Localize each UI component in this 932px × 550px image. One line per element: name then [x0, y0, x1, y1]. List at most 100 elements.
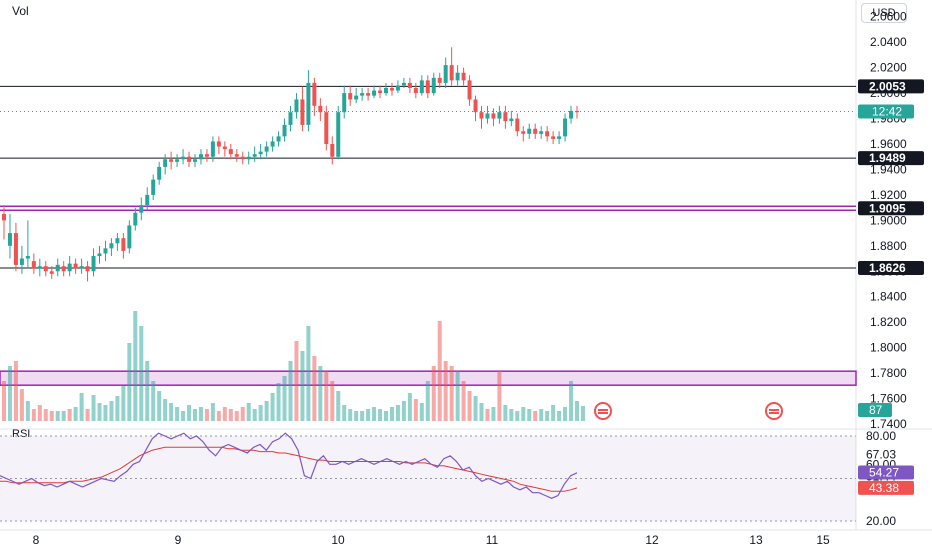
volume-indicator-label: Vol	[12, 4, 29, 18]
time-tick-label: 8	[33, 533, 40, 547]
candle-body	[330, 144, 335, 157]
candle-body	[401, 82, 406, 86]
candle-body	[425, 80, 430, 94]
candle-body	[73, 263, 78, 269]
volume-bar	[133, 311, 138, 421]
price-tick-label: 1.7800	[870, 366, 907, 380]
candle-body	[437, 77, 442, 83]
volume-bar	[193, 409, 197, 421]
candle-body	[449, 65, 454, 81]
candle-body	[169, 159, 174, 162]
candle-body	[515, 118, 520, 132]
candle-body	[431, 77, 436, 94]
level-badge-text: 1.9489	[869, 151, 906, 165]
candle-body	[575, 110, 579, 113]
candle-body	[234, 154, 239, 157]
price-tick-label: 1.8000	[870, 341, 907, 355]
candle-body	[485, 113, 490, 119]
volume-bar	[413, 399, 418, 421]
time-tick-label: 15	[816, 533, 830, 547]
volume-bar	[115, 396, 120, 421]
level-badge	[858, 151, 924, 166]
candle-body	[97, 253, 102, 256]
volume-bar	[539, 409, 544, 421]
candle-body	[527, 128, 532, 134]
candle-body	[533, 128, 538, 134]
candle-body	[25, 256, 30, 259]
volume-bar	[234, 411, 239, 421]
candle-body	[115, 238, 120, 244]
candle-body	[366, 93, 371, 96]
volume-bar	[252, 409, 257, 421]
volume-bar	[288, 361, 293, 421]
candle-body	[336, 112, 341, 157]
volume-bar	[198, 407, 203, 421]
candle-body	[461, 72, 466, 81]
candle-body	[563, 118, 568, 137]
volume-bar	[276, 383, 281, 421]
volume-bar	[354, 411, 359, 421]
volume-bar	[175, 407, 180, 421]
volume-bar	[222, 407, 227, 421]
volume-bar	[521, 407, 526, 421]
volume-bar	[449, 366, 454, 421]
volume-bar	[533, 411, 538, 421]
volume-bar	[270, 393, 275, 421]
volume-bar	[67, 409, 72, 421]
volume-bar	[407, 393, 412, 421]
volume-bar	[31, 409, 36, 421]
candle-body	[109, 243, 114, 249]
volume-bar	[145, 361, 150, 421]
rsi-badge	[858, 480, 914, 495]
volume-bar	[545, 411, 550, 421]
candle-body	[551, 136, 556, 139]
price-tick-label: 2.0200	[870, 61, 907, 75]
candle-body	[85, 266, 90, 272]
volume-bar	[419, 403, 424, 421]
candle-body	[55, 264, 60, 272]
candle-body	[270, 141, 275, 147]
candle-body	[2, 214, 6, 221]
currency-button[interactable]: USD	[861, 3, 907, 23]
candle-body	[389, 88, 394, 91]
volume-bar	[461, 381, 466, 421]
volume-bar	[479, 403, 484, 421]
candle-body	[127, 225, 132, 249]
volume-bar	[527, 409, 532, 421]
volume-bar	[79, 393, 84, 421]
volume-bar	[204, 409, 209, 421]
candle-body	[13, 233, 18, 265]
volume-bar	[395, 405, 400, 421]
volume-bar	[336, 391, 341, 421]
volume-bar	[49, 411, 54, 421]
volume-bar	[187, 405, 192, 421]
candle-body	[264, 146, 269, 152]
volume-bar	[378, 409, 383, 421]
candle-body	[521, 131, 526, 134]
candle-body	[509, 118, 514, 122]
volume-bar	[109, 401, 114, 421]
rsi-ma-line	[0, 446, 578, 492]
candle-body	[300, 99, 305, 125]
volume-bar	[91, 395, 96, 421]
rsi-badge-text: 43.38	[869, 481, 899, 495]
volume-bar	[73, 407, 78, 421]
candle-body	[121, 238, 126, 251]
volume-bar	[431, 366, 436, 421]
price-tick-label: 2.0400	[870, 35, 907, 49]
volume-bar	[294, 341, 299, 421]
volume-bar	[569, 381, 574, 421]
price-tick-label: 1.9200	[870, 188, 907, 202]
candle-body	[491, 113, 496, 119]
volume-bar	[425, 381, 430, 421]
candle-body	[306, 82, 311, 125]
candle-body	[222, 146, 227, 150]
candle-body	[133, 212, 138, 226]
time-tick-label: 13	[749, 533, 763, 547]
rsi-badge	[858, 465, 914, 480]
time-tick-label: 10	[331, 533, 345, 547]
candle-body	[103, 248, 108, 254]
candle-body	[157, 166, 162, 180]
volume-bar	[580, 406, 585, 421]
